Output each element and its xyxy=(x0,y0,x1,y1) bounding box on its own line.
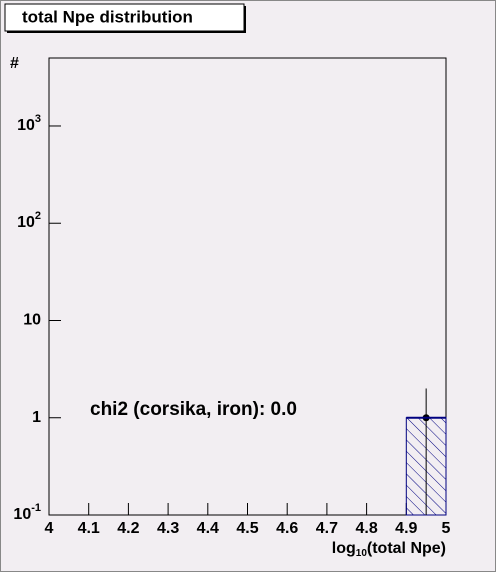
x-label-part: log xyxy=(332,540,356,557)
x-tick-label: 4.3 xyxy=(157,520,179,537)
x-tick-label: 4.5 xyxy=(236,520,258,537)
y-tick-base: 10 xyxy=(17,117,35,134)
x-axis-label: log10(total Npe) xyxy=(332,540,446,558)
plot-frame xyxy=(48,57,447,516)
x-tick-label: 4.8 xyxy=(355,520,377,537)
x-tick-label: 4.1 xyxy=(78,520,100,537)
y-tick-exponent: 2 xyxy=(35,210,41,222)
y-axis-label: # xyxy=(10,55,19,72)
y-tick-label: 10 xyxy=(23,312,41,329)
x-tick-label: 4.9 xyxy=(395,520,417,537)
x-tick-label: 4.2 xyxy=(117,520,139,537)
x-tick-label: 5 xyxy=(442,520,451,537)
y-tick-label: 1 xyxy=(32,409,41,426)
y-tick-label: 102 xyxy=(17,210,41,231)
title-box xyxy=(4,3,245,32)
x-label-sub: 10 xyxy=(356,548,368,559)
x-tick-label: 4.4 xyxy=(197,520,219,537)
x-tick-label: 4.6 xyxy=(276,520,298,537)
annotation: chi2 (corsika, iron): 0.0 xyxy=(90,399,297,420)
y-tick-base: 10 xyxy=(17,214,35,231)
y-tick-label: 103 xyxy=(17,113,41,134)
x-label-part: (total Npe) xyxy=(367,540,446,557)
y-tick-label: 10-1 xyxy=(13,502,41,523)
y-tick-base: 10 xyxy=(13,506,31,523)
y-tick-exponent: 3 xyxy=(35,113,41,125)
x-tick-label: 4.7 xyxy=(316,520,338,537)
y-tick-exponent: -1 xyxy=(31,502,41,514)
x-tick-label: 4 xyxy=(45,520,54,537)
chart-title: total Npe distribution xyxy=(22,7,193,26)
